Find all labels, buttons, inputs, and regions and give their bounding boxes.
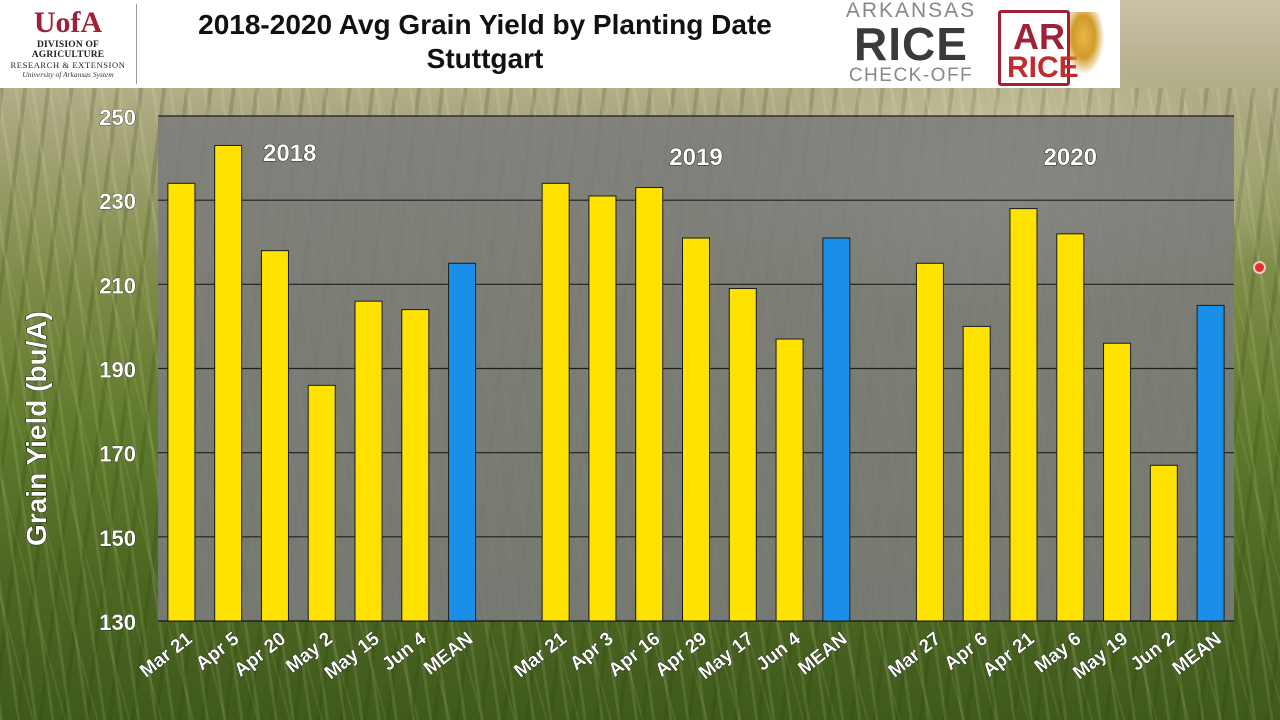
ar-rice-logo-line2: RICE — [1007, 51, 1079, 84]
x-tick-label: Jun 4 — [753, 628, 805, 675]
bar — [214, 144, 243, 622]
y-tick-label: 210 — [99, 273, 136, 298]
x-tick-label: Jun 4 — [378, 628, 430, 675]
bar — [728, 288, 757, 622]
x-tick-label: Apr 21 — [979, 628, 1039, 681]
bar-mean — [822, 237, 851, 622]
bar — [1103, 342, 1132, 622]
bar — [775, 338, 804, 622]
rice-grain-icon — [1070, 12, 1104, 74]
y-tick-label: 150 — [99, 526, 136, 551]
bar — [1149, 464, 1178, 622]
y-tick-label: 190 — [99, 358, 136, 383]
slide-title-block: 2018-2020 Avg Grain Yield by Planting Da… — [140, 8, 830, 76]
x-tick-label: Jun 2 — [1127, 628, 1179, 675]
uofa-logo-line1: DIVISION OF AGRICULTURE — [31, 40, 105, 60]
bar — [1056, 233, 1085, 622]
bar — [541, 182, 570, 622]
group-year-label: 2019 — [669, 144, 722, 171]
record-indicator-icon — [1253, 261, 1266, 274]
chart-title: 2018-2020 Avg Grain Yield by Planting Da… — [198, 9, 772, 40]
bar — [307, 384, 336, 622]
chart-subtitle: Stuttgart — [426, 43, 544, 74]
bar — [915, 262, 944, 622]
x-tick-label: Apr 16 — [605, 628, 665, 681]
y-tick-label: 230 — [99, 189, 136, 214]
y-tick-label: 170 — [99, 442, 136, 467]
checkoff-logo-bottom: CHECK-OFF — [848, 65, 974, 86]
checkoff-logo-mid: RICE — [854, 18, 968, 70]
uofa-logo-line3: University of Arkansas System — [22, 70, 114, 79]
bar-mean — [1196, 304, 1225, 622]
uofa-logo: UofA DIVISION OF AGRICULTURE RESEARCH & … — [0, 4, 137, 84]
x-tick-label: MEAN — [420, 628, 477, 679]
y-tick-label: 130 — [99, 610, 136, 635]
ar-rice-logo-line1: AR — [1013, 16, 1065, 57]
bar — [588, 195, 617, 622]
x-tick-label: Mar 21 — [136, 628, 197, 682]
x-tick-label: MEAN — [1169, 628, 1226, 679]
bar — [682, 237, 710, 622]
y-axis-label: Grain Yield (bu/A) — [21, 311, 52, 546]
x-tick-label: Apr 20 — [231, 628, 291, 681]
bar-mean — [448, 262, 477, 622]
bar — [260, 250, 289, 622]
x-tick-label: MEAN — [794, 628, 851, 679]
bar — [1009, 208, 1038, 622]
group-year-label: 2018 — [263, 140, 316, 167]
slide-header: UofA DIVISION OF AGRICULTURE RESEARCH & … — [0, 0, 1120, 88]
checkoff-logo-top: ARKANSAS — [845, 0, 977, 22]
bar — [962, 325, 991, 622]
uofa-logo-mark: UofA — [33, 6, 103, 39]
ar-rice-logo-box: AR RICE — [998, 10, 1079, 86]
uofa-logo-line2: RESEARCH & EXTENSION — [10, 60, 126, 70]
bar — [167, 182, 196, 622]
bar — [635, 187, 664, 622]
group-year-label: 2020 — [1044, 144, 1097, 171]
bar — [354, 300, 383, 622]
ar-rice-logo: AR RICE — [990, 2, 1118, 86]
x-tick-label: Mar 21 — [510, 628, 571, 682]
rice-checkoff-logo: ARKANSAS RICE CHECK-OFF — [836, 0, 986, 88]
x-tick-label: Mar 27 — [885, 628, 945, 682]
bar — [401, 309, 430, 622]
y-tick-label: 250 — [99, 105, 136, 130]
